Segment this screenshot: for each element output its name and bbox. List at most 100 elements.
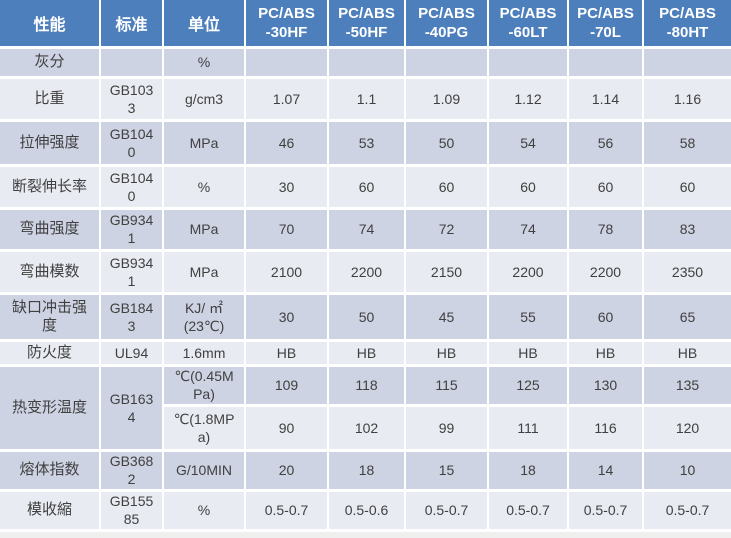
value-cell: 74 bbox=[487, 206, 569, 252]
unit-cell: ℃(0.45MPa) bbox=[162, 363, 246, 407]
value-cell: 60 bbox=[327, 163, 406, 210]
col-header-grade-80ht: PC/ABS -80HT bbox=[642, 0, 731, 49]
grade-name-line1: PC/ABS bbox=[338, 4, 395, 22]
unit-cell: MPa bbox=[162, 206, 246, 252]
col-header-standard: 标准 bbox=[99, 0, 164, 49]
row-label: 弯曲模数 bbox=[0, 248, 101, 295]
value-cell: 53 bbox=[327, 118, 406, 167]
value-cell: 18 bbox=[327, 448, 406, 492]
unit-cell: KJ/ ㎡ (23℃) bbox=[162, 291, 246, 342]
table-row-mold-shrinkage: 模收縮 GB15585 % 0.5-0.7 0.5-0.6 0.5-0.7 0.… bbox=[0, 488, 731, 532]
value-cell: 70 bbox=[244, 206, 329, 252]
value-cell: 0.5-0.6 bbox=[327, 488, 406, 532]
value-cell: 102 bbox=[327, 403, 406, 452]
table-row-notched-impact: 缺口冲击强度 GB1843 KJ/ ㎡ (23℃) 30 50 45 55 60… bbox=[0, 291, 731, 342]
value-cell: 0.5-0.7 bbox=[567, 488, 644, 532]
value-cell: 120 bbox=[642, 403, 731, 452]
value-cell: 74 bbox=[327, 206, 406, 252]
value-cell bbox=[404, 45, 489, 79]
table-row-hdt-18mpa: ℃(1.8MPa) 90 102 99 111 116 120 bbox=[0, 403, 731, 452]
value-cell: 109 bbox=[244, 363, 329, 407]
standard-cell bbox=[99, 45, 164, 79]
value-cell: 60 bbox=[567, 291, 644, 342]
row-label: 比重 bbox=[0, 75, 101, 122]
value-cell: 46 bbox=[244, 118, 329, 167]
unit-cell: % bbox=[162, 488, 246, 532]
standard-cell: UL94 bbox=[99, 338, 164, 367]
value-cell: 50 bbox=[327, 291, 406, 342]
unit-cell: G/10MIN bbox=[162, 448, 246, 492]
grade-name-line2: -80HT bbox=[666, 23, 709, 41]
value-cell: 2350 bbox=[642, 248, 731, 295]
value-cell: 50 bbox=[404, 118, 489, 167]
value-cell: 18 bbox=[487, 448, 569, 492]
value-cell: 1.09 bbox=[404, 75, 489, 122]
value-cell: 58 bbox=[642, 118, 731, 167]
grade-name-line1: PC/ABS bbox=[499, 4, 557, 22]
grade-name-line2: -60LT bbox=[508, 23, 548, 41]
standard-cell: GB9341 bbox=[99, 206, 164, 252]
value-cell: 116 bbox=[567, 403, 644, 452]
value-cell bbox=[327, 45, 406, 79]
value-cell: 0.5-0.7 bbox=[404, 488, 489, 532]
value-cell: 60 bbox=[567, 163, 644, 210]
unit-cell: MPa bbox=[162, 248, 246, 295]
value-cell: 1.14 bbox=[567, 75, 644, 122]
value-cell bbox=[244, 45, 329, 79]
value-cell: 118 bbox=[327, 363, 406, 407]
standard-cell: GB1843 bbox=[99, 291, 164, 342]
value-cell: HB bbox=[567, 338, 644, 367]
row-label: 断裂伸长率 bbox=[0, 163, 101, 210]
unit-cell: g/cm3 bbox=[162, 75, 246, 122]
standard-cell: GB15585 bbox=[99, 488, 164, 532]
col-header-grade-30hf: PC/ABS -30HF bbox=[244, 0, 329, 49]
value-cell: 90 bbox=[244, 403, 329, 452]
value-cell: 1.07 bbox=[244, 75, 329, 122]
value-cell: 2150 bbox=[404, 248, 489, 295]
standard-cell: GB1634 bbox=[99, 363, 164, 452]
value-cell: 2200 bbox=[487, 248, 569, 295]
table-row-flexural-modulus: 弯曲模数 GB9341 MPa 2100 2200 2150 2200 2200… bbox=[0, 248, 731, 295]
value-cell bbox=[487, 45, 569, 79]
value-cell: 78 bbox=[567, 206, 644, 252]
table-row-hdt-045mpa: 热变形温度 GB1634 ℃(0.45MPa) 109 118 115 125 … bbox=[0, 363, 731, 452]
standard-cell: GB9341 bbox=[99, 248, 164, 295]
value-cell: 130 bbox=[567, 363, 644, 407]
value-cell: 2200 bbox=[567, 248, 644, 295]
value-cell: 0.5-0.7 bbox=[487, 488, 569, 532]
row-label: 弯曲强度 bbox=[0, 206, 101, 252]
value-cell: 0.5-0.7 bbox=[642, 488, 731, 532]
grade-name-line1: PC/ABS bbox=[258, 4, 315, 22]
header-row: 性能 标准 单位 PC/ABS -30HF PC/ABS -50HF PC/ABS -… bbox=[0, 0, 731, 49]
table-row-tensile-strength: 拉伸强度 GB1040 MPa 46 53 50 54 56 58 bbox=[0, 118, 731, 167]
value-cell: 15 bbox=[404, 448, 489, 492]
value-cell bbox=[567, 45, 644, 79]
standard-cell: GB1040 bbox=[99, 163, 164, 210]
col-header-grade-50hf: PC/ABS -50HF bbox=[327, 0, 406, 49]
unit-cell: % bbox=[162, 45, 246, 79]
row-label: 拉伸强度 bbox=[0, 118, 101, 167]
value-cell: 14 bbox=[567, 448, 644, 492]
col-header-grade-70l: PC/ABS -70L bbox=[567, 0, 644, 49]
value-cell: 0.5-0.7 bbox=[244, 488, 329, 532]
value-cell bbox=[642, 45, 731, 79]
table-row-flammability: 防火度 UL94 1.6mm HB HB HB HB HB HB bbox=[0, 338, 731, 367]
value-cell: 56 bbox=[567, 118, 644, 167]
grade-name-line1: PC/ABS bbox=[418, 4, 475, 22]
value-cell: 60 bbox=[487, 163, 569, 210]
table-row-melt-index: 熔体指数 GB3682 G/10MIN 20 18 15 18 14 10 bbox=[0, 448, 731, 492]
grade-name-line1: PC/ABS bbox=[659, 4, 716, 22]
value-cell: 30 bbox=[244, 291, 329, 342]
row-label: 灰分 bbox=[0, 45, 101, 79]
grade-name-line2: -70L bbox=[590, 23, 621, 41]
value-cell: 83 bbox=[642, 206, 731, 252]
unit-cell: % bbox=[162, 163, 246, 210]
table-row-ash: 灰分 % bbox=[0, 45, 731, 79]
value-cell: HB bbox=[327, 338, 406, 367]
table-row-elongation: 断裂伸长率 GB1040 % 30 60 60 60 60 60 bbox=[0, 163, 731, 210]
unit-cell: 1.6mm bbox=[162, 338, 246, 367]
value-cell: 60 bbox=[404, 163, 489, 210]
value-cell: HB bbox=[404, 338, 489, 367]
col-header-property: 性能 bbox=[0, 0, 101, 49]
value-cell: 10 bbox=[642, 448, 731, 492]
